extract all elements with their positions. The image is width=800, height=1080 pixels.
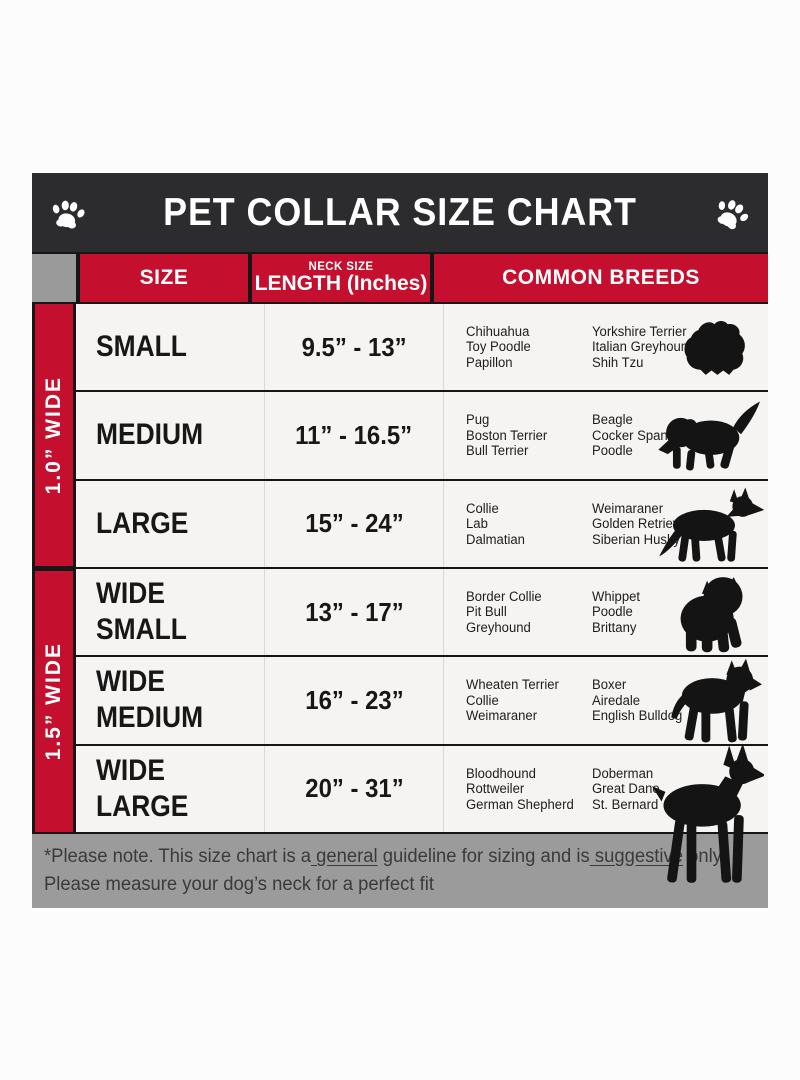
bulldog-silhouette-icon — [670, 569, 754, 655]
column-header-breeds: COMMON BREEDS — [434, 254, 768, 302]
note-text: guideline for sizing and is — [377, 846, 590, 867]
length-cell: 16” - 23” — [265, 657, 444, 744]
breeds-cell: Pug Boston Terrier Bull Terrier Beagle C… — [444, 392, 768, 478]
size-rows: SMALL 9.5” - 13” Chihuahua Toy Poodle Pa… — [76, 304, 768, 883]
length-cell: 11” - 16.5” — [265, 392, 444, 479]
pit-bull-silhouette-icon — [664, 653, 762, 747]
length-cell: 15” - 24” — [265, 480, 444, 567]
size-cell: SMALL — [76, 304, 265, 391]
breeds-cell: Bloodhound Rottweiler German Shepherd Do… — [444, 743, 768, 883]
breeds-list-left: Border Collie Pit Bull Greyhound — [466, 588, 542, 635]
length-value: 11” - 16.5” — [295, 419, 413, 450]
chart-title: PET COLLAR SIZE CHART — [163, 190, 637, 234]
doberman-silhouette-icon — [648, 741, 766, 891]
title-bar: PET COLLAR SIZE CHART — [32, 173, 768, 252]
breeds-cell: Chihuahua Toy Poodle Papillon Yorkshire … — [444, 304, 768, 390]
table-row-large: LARGE 15” - 24” Collie Lab Dalmatian Wei… — [76, 480, 768, 567]
width-label-1-inch: 1.0” WIDE — [42, 375, 65, 494]
paw-print-icon — [45, 190, 91, 234]
breeds-list-left: Wheaten Terrier Collie Weimaraner — [466, 677, 559, 724]
breeds-list-left: Chihuahua Toy Poodle Papillon — [466, 323, 531, 370]
note-text: *Please note. This size chart is a — [44, 846, 312, 867]
table-row-small: SMALL 9.5” - 13” Chihuahua Toy Poodle Pa… — [76, 304, 768, 391]
size-cell: MEDIUM — [76, 392, 265, 479]
breeds-cell: Wheaten Terrier Collie Weimaraner Boxer … — [444, 657, 768, 743]
breeds-header-label: COMMON BREEDS — [502, 266, 700, 289]
length-cell: 20” - 31” — [265, 745, 444, 832]
length-value: 16” - 23” — [304, 684, 404, 715]
table-header-row: SIZE NECK SIZE LENGTH (Inches) COMMON BR… — [32, 254, 768, 302]
length-cell: 13” - 17” — [265, 568, 444, 656]
size-label: LARGE — [96, 506, 189, 540]
size-cell: WIDE LARGE — [76, 745, 265, 832]
note-text: only. — [682, 846, 726, 867]
header-corner-spacer — [32, 254, 76, 302]
footer-note-line-2: Please measure your dog’s neck for a per… — [44, 874, 434, 895]
size-cell: WIDE SMALL — [76, 568, 265, 656]
table-body: 1.0” WIDE 1.5” WIDE SMALL 9.5” - 13” Chi… — [32, 304, 768, 883]
footer-note-line-1: *Please note. This size chart is a gener… — [44, 843, 735, 871]
collar-width-sidebar: 1.0” WIDE 1.5” WIDE — [32, 304, 76, 832]
note-underlined-suggestive: suggestive — [589, 846, 683, 867]
paw-print-icon — [705, 186, 758, 238]
size-label: WIDE SMALL — [96, 577, 187, 647]
size-label: MEDIUM — [96, 418, 204, 452]
width-band-1-inch: 1.0” WIDE — [35, 304, 73, 566]
length-value: 9.5” - 13” — [301, 331, 407, 362]
table-row-wide-small: WIDE SMALL 13” - 17” Border Collie Pit B… — [76, 568, 768, 656]
size-cell: LARGE — [76, 480, 265, 567]
size-label: WIDE MEDIUM — [96, 665, 204, 735]
breeds-list-right: Yorkshire Terrier Italian Greyhound Shih… — [592, 323, 696, 370]
breeds-list-left: Pug Boston Terrier Bull Terrier — [466, 412, 548, 459]
length-value: 15” - 24” — [304, 508, 404, 539]
table-row-wide-large: WIDE LARGE 20” - 31” Bloodhound Rottweil… — [76, 743, 768, 883]
footer-note: *Please note. This size chart is a gener… — [32, 834, 768, 908]
note-underlined-general: general — [311, 846, 378, 867]
size-cell: WIDE MEDIUM — [76, 657, 265, 744]
size-header-label: SIZE — [139, 266, 189, 289]
breeds-list-right: Boxer Airedale English Bulldog — [592, 677, 683, 724]
width-band-1-5-inch: 1.5” WIDE — [35, 570, 73, 832]
width-label-1-5-inch: 1.5” WIDE — [42, 642, 65, 761]
breeds-list-left: Bloodhound Rottweiler German Shepherd — [466, 765, 574, 812]
length-header-label: LENGTH (Inches) — [254, 272, 428, 295]
beagle-silhouette-icon — [654, 398, 766, 474]
german-shepherd-silhouette-icon — [654, 484, 766, 566]
breeds-list-left: Collie Lab Dalmatian — [466, 500, 525, 547]
breeds-list-right: Beagle Cocker Spaniel Poodle — [592, 412, 681, 459]
length-value: 13” - 17” — [304, 596, 404, 627]
pet-collar-size-chart: PET COLLAR SIZE CHART SIZE NECK — [32, 173, 768, 908]
breeds-list-right: Whippet Poodle Brittany — [592, 588, 641, 635]
table-row-wide-medium: WIDE MEDIUM 16” - 23” Wheaten Terrier Co… — [76, 657, 768, 744]
shih-tzu-silhouette-icon — [676, 314, 750, 380]
breeds-list-right: Doberman Great Dane St. Bernard — [592, 765, 660, 812]
breeds-cell: Collie Lab Dalmatian Weimaraner Golden R… — [444, 481, 768, 567]
size-label: WIDE LARGE — [96, 753, 189, 823]
column-header-length: NECK SIZE LENGTH (Inches) — [252, 254, 430, 302]
breeds-cell: Border Collie Pit Bull Greyhound Whippet… — [444, 569, 768, 655]
size-label: SMALL — [96, 330, 187, 364]
table-row-medium: MEDIUM 11” - 16.5” Pug Boston Terrier Bu… — [76, 392, 768, 479]
length-cell: 9.5” - 13” — [265, 304, 444, 391]
column-header-size: SIZE — [80, 254, 248, 302]
neck-size-label: NECK SIZE — [308, 261, 374, 273]
length-value: 20” - 31” — [304, 773, 404, 804]
